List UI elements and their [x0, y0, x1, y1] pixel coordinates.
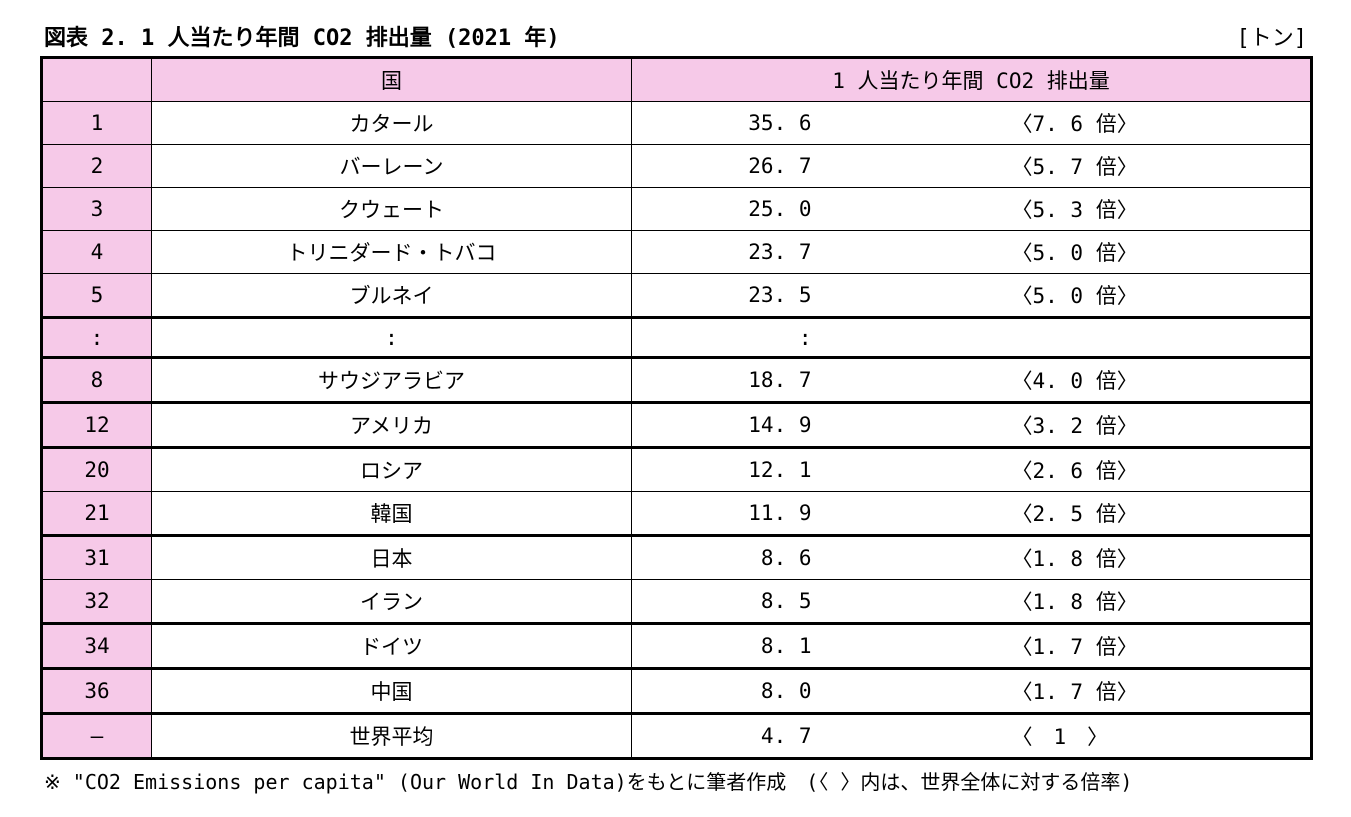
cell-value: 8. 5	[632, 580, 952, 624]
table-body: 1カタール35. 6〈7. 6 倍〉2バーレーン26. 7〈5. 7 倍〉3クウ…	[42, 102, 1312, 759]
cell-country: クウェート	[152, 188, 632, 231]
cell-ratio: 〈3. 2 倍〉	[952, 403, 1312, 448]
cell-country: アメリカ	[152, 403, 632, 448]
table-row: 20ロシア12. 1〈2. 6 倍〉	[42, 448, 1312, 492]
cell-ratio: 〈1. 8 倍〉	[952, 580, 1312, 624]
cell-rank: 21	[42, 492, 152, 536]
table-head-row: 国 1 人当たり年間 CO2 排出量	[42, 58, 1312, 102]
cell-rank: 5	[42, 274, 152, 318]
table-title: 図表 2. 1 人当たり年間 CO2 排出量 (2021 年)	[44, 20, 560, 52]
cell-country: カタール	[152, 102, 632, 145]
cell-rank: 20	[42, 448, 152, 492]
cell-value: 8. 6	[632, 536, 952, 580]
cell-ratio: 〈5. 0 倍〉	[952, 231, 1312, 274]
cell-rank: 31	[42, 536, 152, 580]
cell-value: 11. 9	[632, 492, 952, 536]
cell-ratio: 〈4. 0 倍〉	[952, 358, 1312, 403]
cell-country: :	[152, 318, 632, 358]
cell-rank: 2	[42, 145, 152, 188]
co2-table: 国 1 人当たり年間 CO2 排出量 1カタール35. 6〈7. 6 倍〉2バー…	[40, 56, 1313, 760]
cell-value: 8. 0	[632, 669, 952, 714]
table-row: 32イラン8. 5〈1. 8 倍〉	[42, 580, 1312, 624]
cell-rank: 1	[42, 102, 152, 145]
cell-country: トリニダード・トバコ	[152, 231, 632, 274]
table-row: 31日本8. 6〈1. 8 倍〉	[42, 536, 1312, 580]
cell-ratio: 〈 1 〉	[952, 714, 1312, 759]
table-row: 36中国8. 0〈1. 7 倍〉	[42, 669, 1312, 714]
cell-ratio: 〈1. 8 倍〉	[952, 536, 1312, 580]
col-head-value: 1 人当たり年間 CO2 排出量	[632, 58, 1312, 102]
cell-ratio: 〈2. 5 倍〉	[952, 492, 1312, 536]
cell-rank: :	[42, 318, 152, 358]
cell-country: 日本	[152, 536, 632, 580]
col-head-country: 国	[152, 58, 632, 102]
table-row: 34ドイツ8. 1〈1. 7 倍〉	[42, 624, 1312, 669]
cell-value: 12. 1	[632, 448, 952, 492]
table-row: 3クウェート25. 0〈5. 3 倍〉	[42, 188, 1312, 231]
cell-value: 26. 7	[632, 145, 952, 188]
cell-value: 14. 9	[632, 403, 952, 448]
cell-country: ドイツ	[152, 624, 632, 669]
cell-value: 18. 7	[632, 358, 952, 403]
cell-rank: 34	[42, 624, 152, 669]
table-row: 12アメリカ14. 9〈3. 2 倍〉	[42, 403, 1312, 448]
cell-value: 4. 7	[632, 714, 952, 759]
cell-rank: 36	[42, 669, 152, 714]
cell-country: バーレーン	[152, 145, 632, 188]
cell-ratio: 〈7. 6 倍〉	[952, 102, 1312, 145]
cell-country: ブルネイ	[152, 274, 632, 318]
cell-rank: 12	[42, 403, 152, 448]
cell-value: 23. 5	[632, 274, 952, 318]
cell-value: 8. 1	[632, 624, 952, 669]
table-row: 4トリニダード・トバコ23. 7〈5. 0 倍〉	[42, 231, 1312, 274]
cell-ratio	[952, 318, 1312, 358]
table-footnote: ※ "CO2 Emissions per capita" (Our World …	[40, 766, 1311, 795]
cell-value: 25. 0	[632, 188, 952, 231]
cell-rank: 3	[42, 188, 152, 231]
table-row: 5ブルネイ23. 5〈5. 0 倍〉	[42, 274, 1312, 318]
cell-country: 中国	[152, 669, 632, 714]
table-row: 2バーレーン26. 7〈5. 7 倍〉	[42, 145, 1312, 188]
cell-country: 韓国	[152, 492, 632, 536]
cell-country: サウジアラビア	[152, 358, 632, 403]
cell-rank: ―	[42, 714, 152, 759]
table-row: 21韓国11. 9〈2. 5 倍〉	[42, 492, 1312, 536]
table-row: :::	[42, 318, 1312, 358]
cell-value: 35. 6	[632, 102, 952, 145]
cell-ratio: 〈1. 7 倍〉	[952, 669, 1312, 714]
cell-country: ロシア	[152, 448, 632, 492]
cell-rank: 8	[42, 358, 152, 403]
table-header-row: 図表 2. 1 人当たり年間 CO2 排出量 (2021 年) [トン]	[40, 20, 1311, 52]
cell-ratio: 〈5. 7 倍〉	[952, 145, 1312, 188]
table-unit: [トン]	[1237, 20, 1308, 52]
cell-country: 世界平均	[152, 714, 632, 759]
cell-value: :	[632, 318, 952, 358]
table-row: 8サウジアラビア18. 7〈4. 0 倍〉	[42, 358, 1312, 403]
cell-ratio: 〈1. 7 倍〉	[952, 624, 1312, 669]
cell-ratio: 〈2. 6 倍〉	[952, 448, 1312, 492]
cell-rank: 32	[42, 580, 152, 624]
cell-rank: 4	[42, 231, 152, 274]
cell-ratio: 〈5. 3 倍〉	[952, 188, 1312, 231]
table-row: ―世界平均4. 7〈 1 〉	[42, 714, 1312, 759]
table-row: 1カタール35. 6〈7. 6 倍〉	[42, 102, 1312, 145]
cell-ratio: 〈5. 0 倍〉	[952, 274, 1312, 318]
col-head-rank	[42, 58, 152, 102]
cell-country: イラン	[152, 580, 632, 624]
cell-value: 23. 7	[632, 231, 952, 274]
